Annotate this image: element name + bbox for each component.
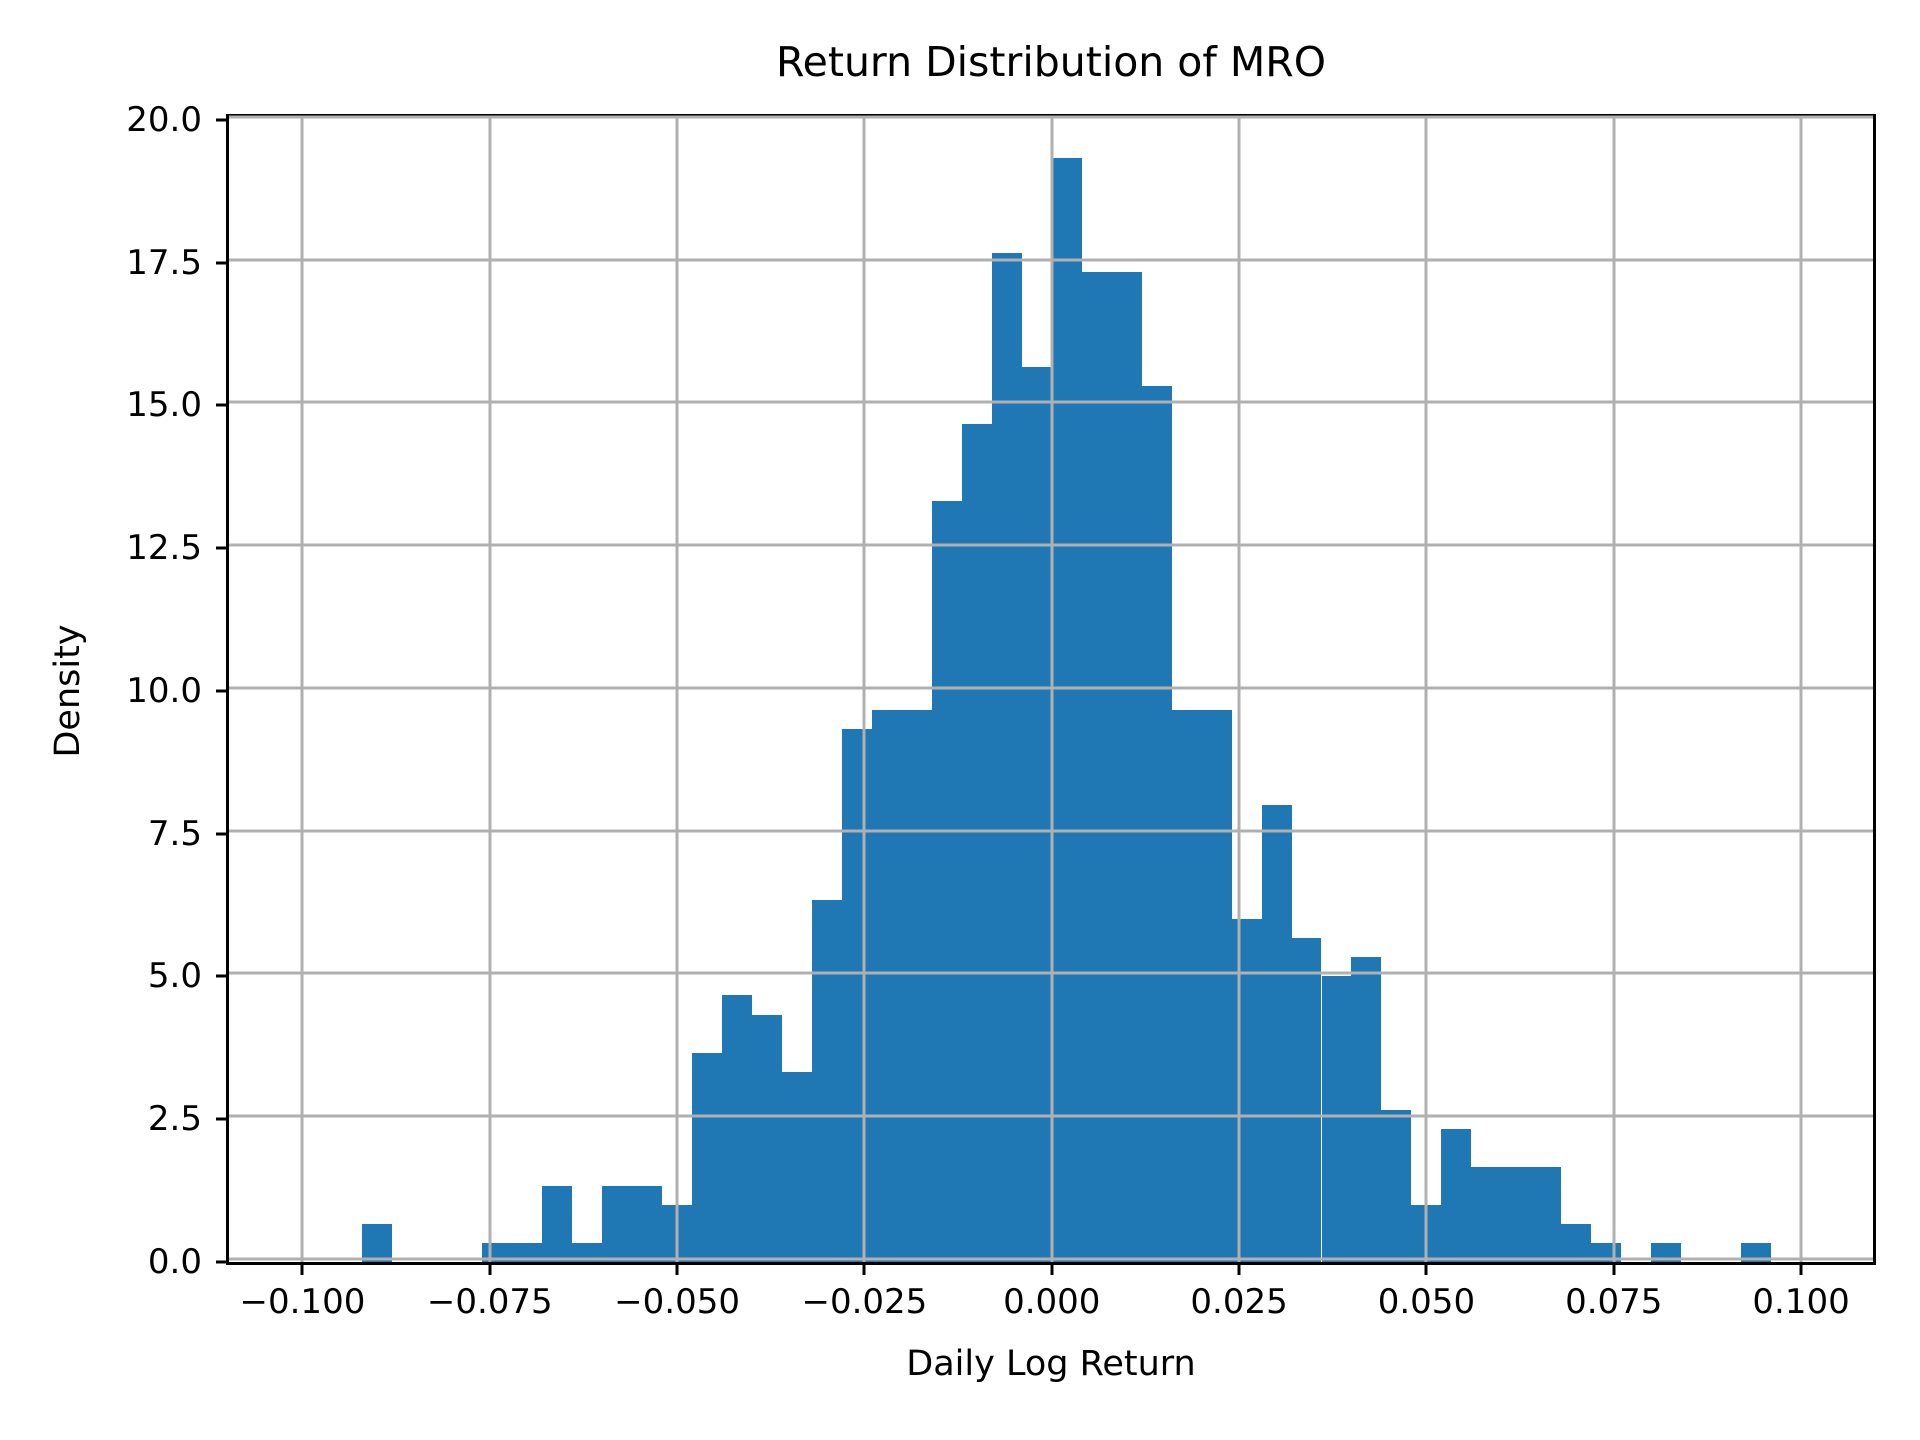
histogram-bar xyxy=(1261,805,1292,1262)
histogram-bar xyxy=(1111,272,1142,1262)
x-tick-label: 0.100 xyxy=(1752,1282,1850,1322)
histogram-bar xyxy=(961,424,992,1262)
x-tick-mark xyxy=(488,1262,492,1275)
x-tick-mark xyxy=(1424,1262,1428,1275)
x-tick-label: 0.000 xyxy=(1003,1282,1101,1322)
histogram-bar xyxy=(1741,1242,1772,1262)
x-tick-label: 0.050 xyxy=(1377,1282,1476,1322)
y-gridline xyxy=(229,1257,1873,1261)
x-tick-mark xyxy=(1612,1262,1616,1275)
histogram-bar xyxy=(1381,1109,1412,1262)
y-tick-mark xyxy=(216,974,229,978)
y-axis-label: Density xyxy=(48,624,88,758)
histogram-bar xyxy=(1501,1166,1532,1262)
y-tick-mark xyxy=(216,403,229,407)
x-gridline xyxy=(1799,117,1803,1262)
x-tick-mark xyxy=(862,1262,866,1275)
y-tick-mark xyxy=(216,261,229,265)
plot-area: −0.100 −0.075 −0.050 −0.025 0.000 0.025 0.050 0… xyxy=(126,100,1876,1322)
histogram-bar xyxy=(1201,709,1232,1262)
y-gridline xyxy=(229,115,1873,119)
y-tick-mark xyxy=(216,546,229,550)
y-gridline xyxy=(229,686,1873,690)
plot-inner: −0.100 −0.075 −0.050 −0.025 0.000 0.025 0.050 0… xyxy=(126,100,1873,1322)
y-gridline xyxy=(229,543,1873,547)
y-tick-label: 10.0 xyxy=(126,670,202,711)
x-gridline xyxy=(488,117,492,1262)
y-tick-mark xyxy=(216,118,229,122)
histogram-bar xyxy=(1561,1223,1592,1262)
histogram-bar xyxy=(1021,367,1052,1262)
histogram-bar xyxy=(871,709,902,1262)
y-tick-label: 0.0 xyxy=(147,1242,202,1282)
x-gridline xyxy=(1424,117,1428,1262)
y-gridline xyxy=(229,400,1873,404)
x-tick-mark xyxy=(1799,1262,1803,1275)
histogram-bar xyxy=(722,995,753,1262)
x-tick-mark xyxy=(1050,1262,1054,1275)
x-tick-label: −0.025 xyxy=(801,1282,928,1322)
x-tick-label: 0.025 xyxy=(1190,1282,1288,1322)
histogram-bar xyxy=(542,1185,573,1262)
y-tick-label: 2.5 xyxy=(147,1099,202,1140)
histogram-bar xyxy=(512,1242,543,1262)
x-gridline xyxy=(1050,117,1054,1262)
y-tick-label: 15.0 xyxy=(126,385,202,426)
histogram-bar xyxy=(632,1185,663,1262)
y-tick-mark xyxy=(216,832,229,836)
x-tick-mark xyxy=(675,1262,679,1275)
histogram-bar xyxy=(1441,1128,1472,1262)
x-tick-label: −0.075 xyxy=(426,1282,553,1322)
histogram-bar xyxy=(1231,919,1262,1262)
histogram-bar xyxy=(841,729,872,1262)
histogram-bar xyxy=(1651,1242,1682,1262)
histogram-bar xyxy=(901,709,932,1262)
histogram-bar xyxy=(1291,938,1322,1262)
histogram-bar xyxy=(602,1185,633,1262)
x-gridline xyxy=(1237,117,1241,1262)
histogram-bar xyxy=(1321,976,1352,1262)
histogram-bar xyxy=(1351,957,1382,1262)
x-gridline xyxy=(1612,117,1616,1262)
histogram-bar xyxy=(692,1052,723,1262)
histogram-bar xyxy=(1531,1166,1562,1262)
x-gridline xyxy=(862,117,866,1262)
histogram-bar xyxy=(572,1242,603,1262)
histogram-bar xyxy=(362,1223,393,1262)
y-gridline xyxy=(229,829,1873,833)
y-gridline xyxy=(229,1114,1873,1118)
histogram-bar xyxy=(991,253,1022,1262)
histogram-bar xyxy=(1081,272,1112,1262)
histogram-bar xyxy=(752,1014,782,1262)
y-tick-label: 7.5 xyxy=(147,813,202,854)
y-tick-label: 17.5 xyxy=(126,242,202,283)
histogram-bar xyxy=(1171,709,1202,1262)
x-tick-label: −0.050 xyxy=(614,1282,740,1322)
x-tick-mark xyxy=(1237,1262,1241,1275)
y-tick-mark xyxy=(216,689,229,693)
x-tick-label: 0.075 xyxy=(1565,1282,1663,1322)
chart-title: Return Distribution of MRO xyxy=(776,38,1326,86)
histogram-bar xyxy=(1471,1166,1502,1262)
histogram-bar xyxy=(811,900,842,1262)
y-tick-label: 5.0 xyxy=(147,956,202,997)
y-tick-label: 20.0 xyxy=(126,99,202,140)
y-tick-mark xyxy=(216,1117,229,1121)
histogram-bar xyxy=(931,500,962,1262)
x-gridline xyxy=(675,117,679,1262)
histogram-bar xyxy=(1141,386,1172,1262)
x-tick-mark xyxy=(300,1262,304,1275)
x-axis-label: Daily Log Return xyxy=(906,1344,1196,1384)
x-tick-label: −0.100 xyxy=(239,1282,366,1322)
y-gridline xyxy=(229,971,1873,975)
histogram-bar xyxy=(781,1071,812,1262)
y-gridline xyxy=(229,258,1873,262)
histogram-bar xyxy=(1051,157,1082,1262)
x-gridline xyxy=(300,117,304,1262)
y-tick-mark xyxy=(216,1260,229,1264)
y-tick-label: 12.5 xyxy=(126,528,202,569)
